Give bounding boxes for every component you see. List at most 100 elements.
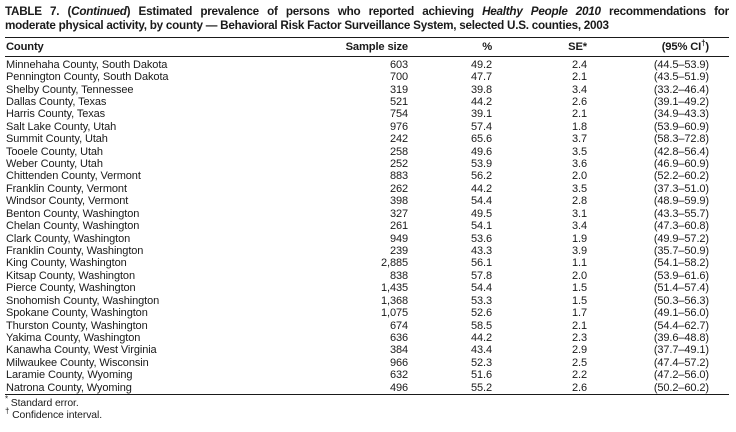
sample-size-cell: 398 bbox=[389, 195, 408, 208]
percent-cell: 53.6 bbox=[470, 232, 492, 245]
county-cell: Franklin County, Vermont bbox=[6, 182, 127, 195]
table-row: Shelby County, Tennessee 319 39.8 3.4 (33.2–… bbox=[5, 84, 729, 96]
county-cell: Laramie County, Wyoming bbox=[6, 369, 133, 382]
title-healthy-people-2010: Healthy People 2010 bbox=[482, 5, 601, 18]
county-cell: Natrona County, Wyoming bbox=[6, 381, 132, 394]
se-cell: 3.7 bbox=[572, 133, 587, 146]
prevalence-table: County Sample size % SE* (95% CI†) Minne… bbox=[5, 37, 729, 396]
sample-size-cell: 700 bbox=[389, 71, 408, 84]
table-row: Pennington County, South Dakota 700 47.7 2.… bbox=[5, 71, 729, 83]
table-row: Spokane County, Washington 1,075 52.6 1.7 (4… bbox=[5, 307, 729, 319]
sample-size-cell: 966 bbox=[389, 356, 408, 369]
footnote-text: Confidence interval. bbox=[9, 409, 102, 421]
dagger-symbol: † bbox=[701, 37, 706, 47]
se-cell: 3.5 bbox=[572, 145, 587, 158]
county-cell: Windsor County, Vermont bbox=[6, 195, 129, 208]
ci-cell: (58.3–72.8) bbox=[653, 133, 709, 146]
se-cell: 2.2 bbox=[572, 369, 587, 382]
se-cell: 1.1 bbox=[572, 257, 587, 270]
table-row: King County, Washington 2,885 56.1 1.1 (54.1… bbox=[5, 257, 729, 269]
percent-cell: 54.4 bbox=[470, 282, 492, 295]
county-cell: Kanawha County, West Virginia bbox=[6, 344, 157, 357]
ci-cell: (54.4–62.7) bbox=[653, 319, 709, 332]
percent-cell: 55.2 bbox=[470, 381, 492, 394]
table-row: Franklin County, Washington 239 43.3 3.9 (35… bbox=[5, 245, 729, 257]
percent-cell: 57.8 bbox=[470, 269, 492, 282]
sample-size-cell: 976 bbox=[389, 120, 408, 133]
title-text: TABLE 7. ( bbox=[5, 5, 72, 18]
se-cell: 2.1 bbox=[572, 319, 587, 332]
se-cell: 1.8 bbox=[572, 120, 587, 133]
se-cell: 2.0 bbox=[572, 170, 587, 183]
ci-cell: (49.9–57.2) bbox=[653, 232, 709, 245]
se-cell: 1.9 bbox=[572, 232, 587, 245]
sample-size-cell: 262 bbox=[389, 182, 408, 195]
percent-cell: 52.3 bbox=[470, 356, 492, 369]
table-row: Yakima County, Washington 636 44.2 2.3 (39.6… bbox=[5, 332, 729, 344]
title-text: recommendations for bbox=[600, 5, 729, 18]
se-cell: 1.5 bbox=[572, 294, 587, 307]
se-cell: 1.5 bbox=[572, 282, 587, 295]
header-row: County Sample size % SE* (95% CI†) bbox=[5, 37, 729, 57]
percent-cell: 39.1 bbox=[470, 108, 492, 121]
ci-cell: (39.1–49.2) bbox=[653, 95, 709, 108]
se-cell: 2.6 bbox=[572, 381, 587, 394]
sample-size-cell: 252 bbox=[389, 158, 408, 171]
ci-cell: (47.3–60.8) bbox=[653, 220, 709, 233]
table-row: Benton County, Washington 327 49.5 3.1 (43.3… bbox=[5, 208, 729, 220]
percent-cell: 44.2 bbox=[470, 182, 492, 195]
table-title-line2: moderate physical activity, by county — … bbox=[5, 18, 609, 32]
table-row: Chelan County, Washington 261 54.1 3.4 (47.3… bbox=[5, 220, 729, 232]
percent-cell: 49.2 bbox=[470, 58, 492, 71]
sample-size-cell: 327 bbox=[389, 207, 408, 220]
percent-cell: 44.2 bbox=[470, 95, 492, 108]
dagger-symbol: † bbox=[5, 406, 10, 416]
sample-size-cell: 496 bbox=[389, 381, 408, 394]
column-header-se: SE* bbox=[504, 37, 596, 57]
ci-cell: (39.6–48.8) bbox=[653, 331, 709, 344]
ci-cell: (53.9–61.6) bbox=[653, 269, 709, 282]
county-cell: Harris County, Texas bbox=[6, 108, 106, 121]
county-cell: Milwaukee County, Wisconsin bbox=[6, 356, 149, 369]
se-cell: 2.1 bbox=[572, 108, 587, 121]
percent-cell: 53.9 bbox=[470, 158, 492, 171]
county-cell: King County, Washington bbox=[6, 257, 127, 270]
ci-cell: (43.3–55.7) bbox=[653, 207, 709, 220]
county-cell: Dallas County, Texas bbox=[6, 95, 107, 108]
ci-cell: (47.2–56.0) bbox=[653, 369, 709, 382]
sample-size-cell: 1,075 bbox=[380, 307, 408, 320]
sample-size-cell: 838 bbox=[389, 269, 408, 282]
ci-cell: (34.9–43.3) bbox=[653, 108, 709, 121]
percent-cell: 44.2 bbox=[470, 331, 492, 344]
county-cell: Benton County, Washington bbox=[6, 207, 140, 220]
se-cell: 2.4 bbox=[572, 58, 587, 71]
county-cell: Chelan County, Washington bbox=[6, 220, 140, 233]
table-row: Tooele County, Utah 258 49.6 3.5 (42.8–56.4) bbox=[5, 146, 729, 158]
footnote-standard-error: * Standard error. bbox=[5, 394, 729, 410]
se-cell: 1.7 bbox=[572, 307, 587, 320]
se-cell: 3.6 bbox=[572, 158, 587, 171]
sample-size-cell: 1,368 bbox=[380, 294, 408, 307]
table-row: Franklin County, Vermont 262 44.2 3.5 (37.3–… bbox=[5, 183, 729, 195]
county-cell: Thurston County, Washington bbox=[6, 319, 148, 332]
county-cell: Snohomish County, Washington bbox=[6, 294, 160, 307]
se-cell: 3.9 bbox=[572, 245, 587, 258]
percent-cell: 43.3 bbox=[470, 245, 492, 258]
se-cell: 3.4 bbox=[572, 220, 587, 233]
sample-size-cell: 632 bbox=[389, 369, 408, 382]
percent-cell: 58.5 bbox=[470, 319, 492, 332]
percent-cell: 43.4 bbox=[470, 344, 492, 357]
county-cell: Salt Lake County, Utah bbox=[6, 120, 117, 133]
table-row: Chittenden County, Vermont 883 56.2 2.0 (52.… bbox=[5, 170, 729, 182]
sample-size-cell: 261 bbox=[389, 220, 408, 233]
se-cell: 2.0 bbox=[572, 269, 587, 282]
se-cell: 3.1 bbox=[572, 207, 587, 220]
county-cell: Clark County, Washington bbox=[6, 232, 131, 245]
table-row: Kitsap County, Washington 838 57.8 2.0 (53.9… bbox=[5, 270, 729, 282]
county-cell: Weber County, Utah bbox=[6, 158, 103, 171]
ci-cell: (44.5–53.9) bbox=[653, 58, 709, 71]
table-page: TABLE 7. (Continued) Estimated prevalenc… bbox=[5, 5, 729, 421]
ci-cell: (43.5–51.9) bbox=[653, 71, 709, 84]
footnotes: * Standard error. † Confidence interval. bbox=[5, 394, 729, 421]
asterisk-symbol: * bbox=[5, 394, 9, 404]
